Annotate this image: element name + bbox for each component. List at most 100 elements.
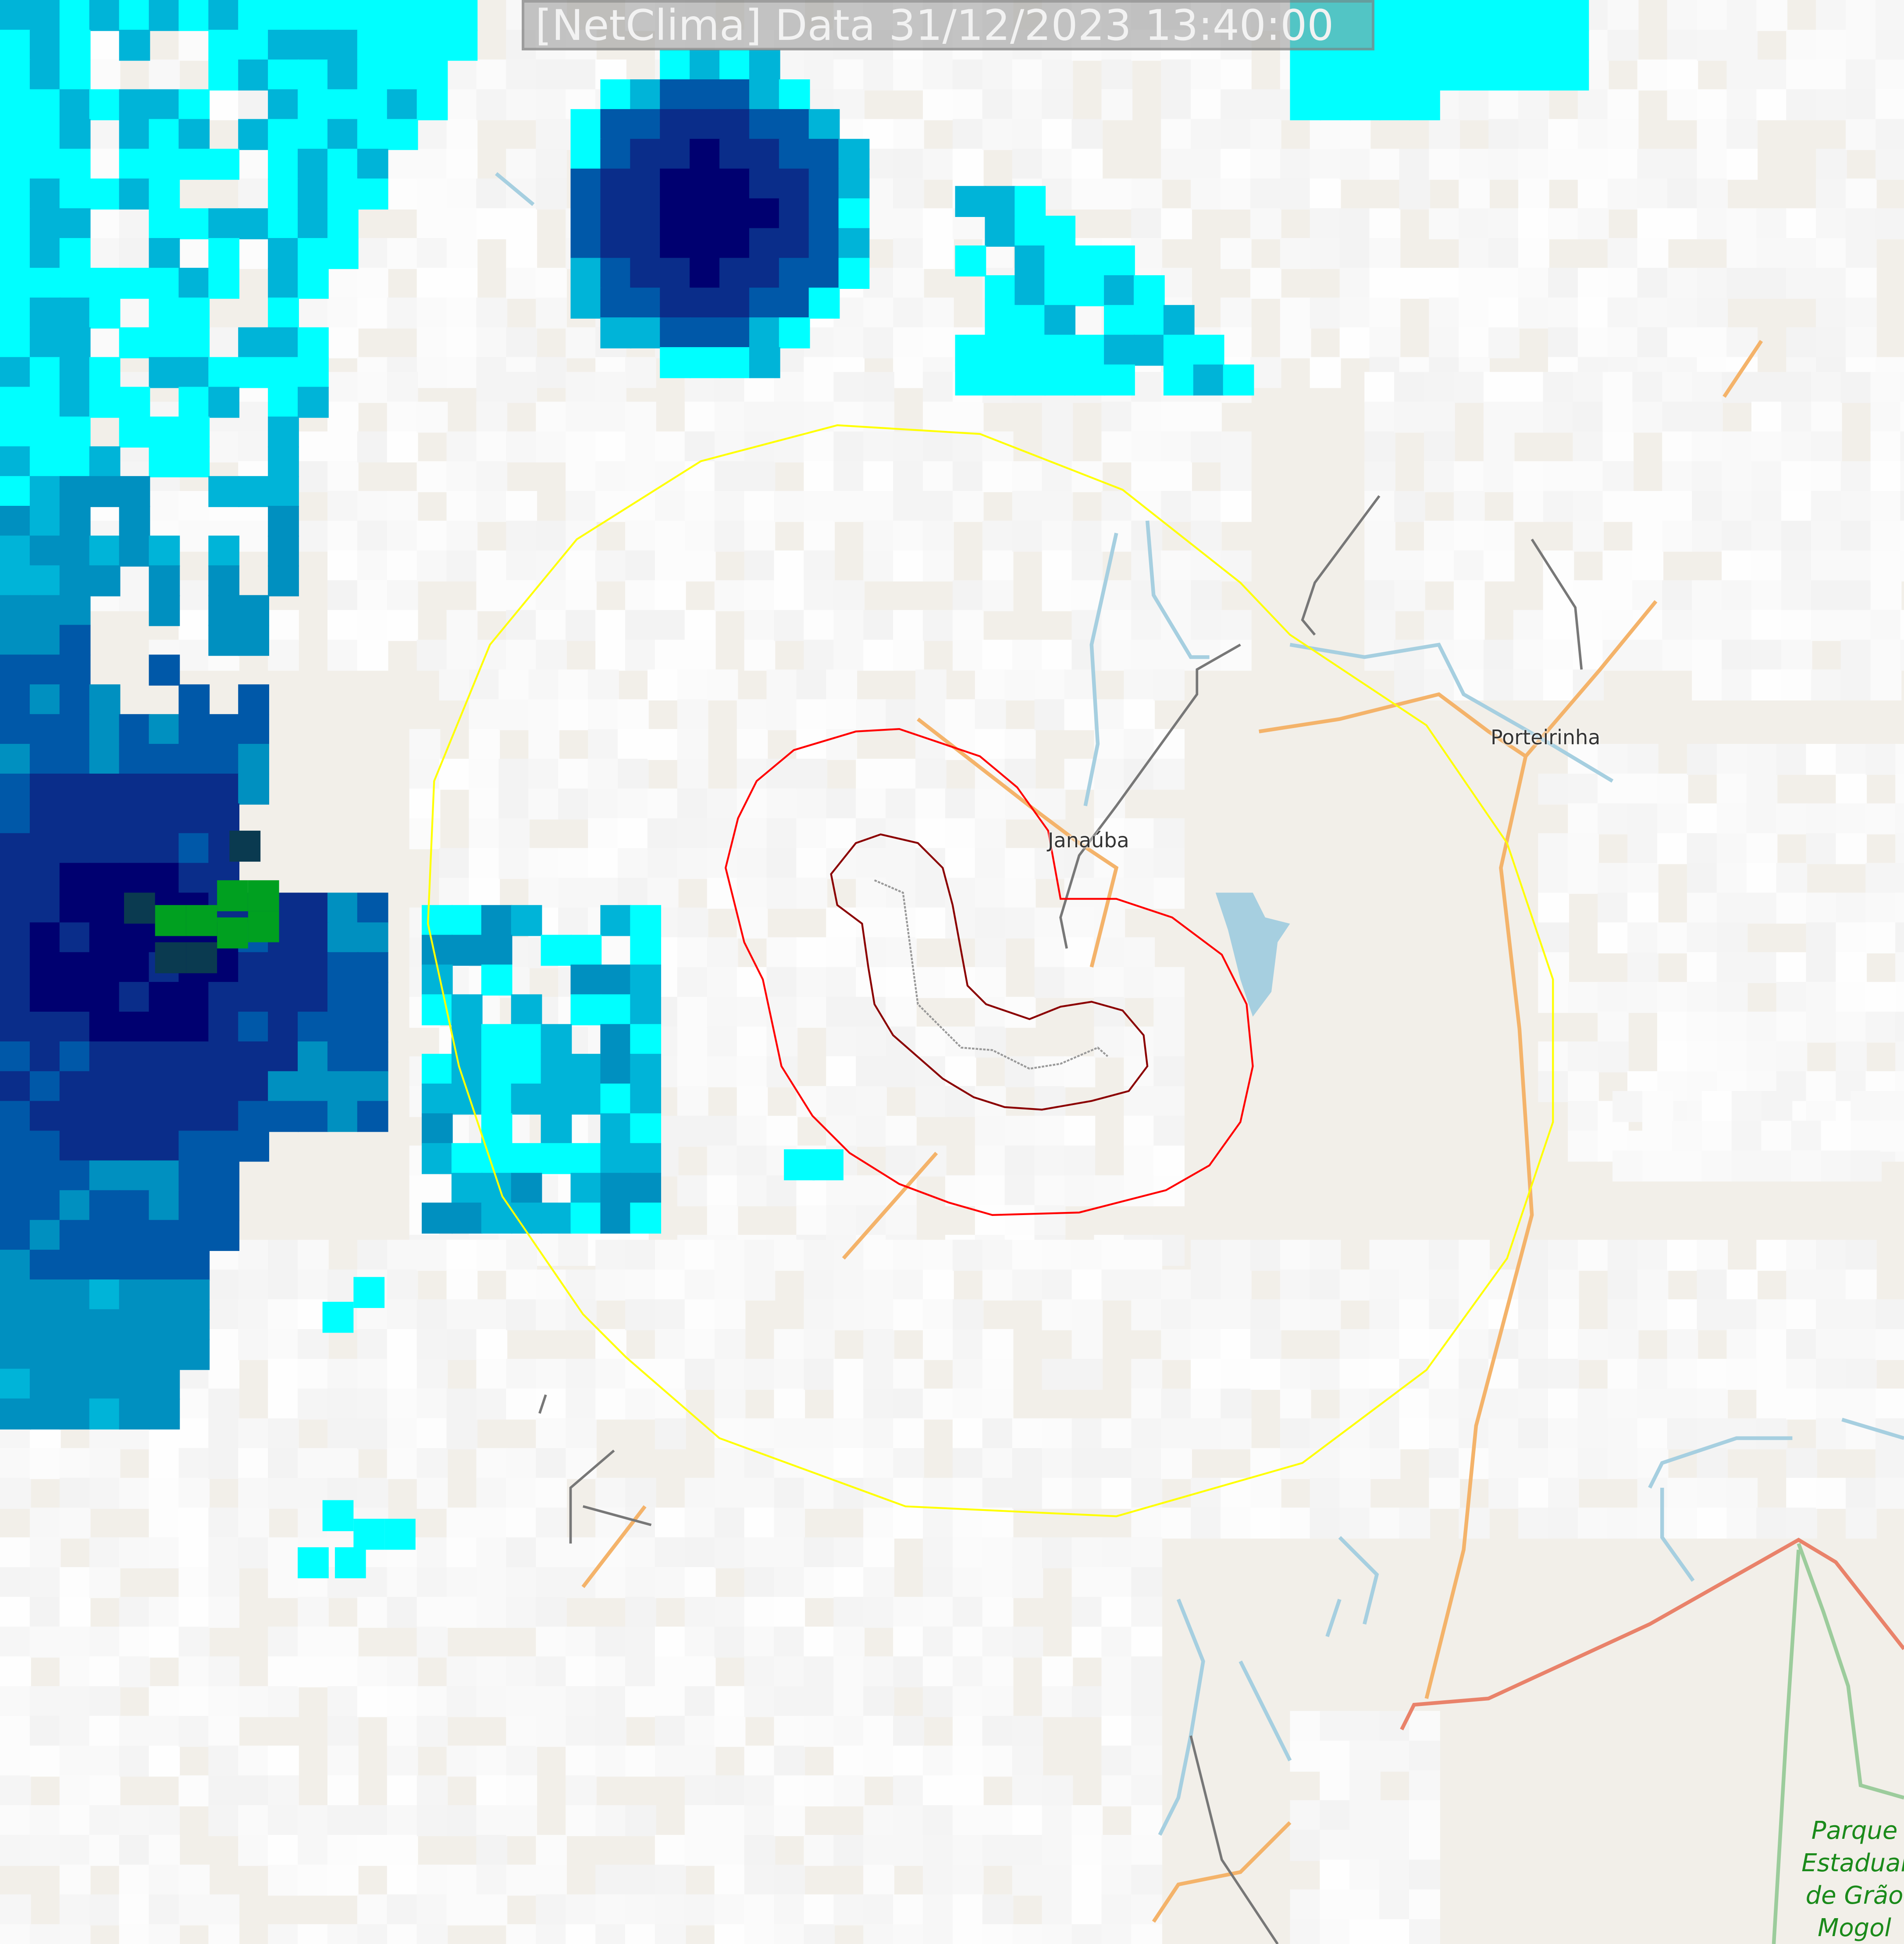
radar-cell <box>690 79 721 110</box>
cloud-cell <box>89 1537 121 1568</box>
radar-cell <box>784 1149 815 1180</box>
cloud-cell <box>1071 1269 1103 1301</box>
cloud-cell <box>923 1835 954 1866</box>
cloud-cell <box>1012 1240 1043 1271</box>
cloud-cell <box>1598 1041 1629 1073</box>
radar-cell <box>600 1143 632 1174</box>
cloud-cell <box>476 1537 508 1568</box>
cloud-cell <box>1632 491 1664 522</box>
cloud-cell <box>655 1656 686 1688</box>
cloud-cell <box>804 640 835 671</box>
cloud-cell <box>863 1864 894 1896</box>
cloud-cell <box>1280 1507 1311 1539</box>
cloud-cell <box>1816 297 1847 329</box>
cloud-cell <box>1687 1041 1718 1073</box>
cloud-cell <box>357 238 388 269</box>
cloud-cell <box>1786 1448 1817 1479</box>
cloud-cell <box>684 1745 716 1777</box>
cloud-cell <box>1697 29 1728 61</box>
cloud-cell <box>923 491 954 522</box>
cloud-cell <box>59 1507 91 1539</box>
cloud-cell <box>982 520 1014 552</box>
cloud-cell <box>952 1924 984 1944</box>
cloud-cell <box>714 1448 746 1479</box>
cloud-cell <box>766 1116 798 1147</box>
radar-cell <box>89 178 121 210</box>
radar-cell <box>357 982 388 1013</box>
cloud-cell <box>684 1358 716 1390</box>
radar-cell <box>248 911 279 942</box>
cloud-cell <box>0 1805 31 1836</box>
cloud-cell <box>684 1537 716 1568</box>
cloud-cell <box>1339 327 1371 359</box>
cloud-cell <box>387 1597 418 1628</box>
cloud-cell <box>0 1745 31 1777</box>
cloud-cell <box>982 1478 1014 1509</box>
radar-cell <box>59 744 91 775</box>
radar-cell <box>149 1309 180 1340</box>
radar-cell <box>119 744 150 775</box>
cloud-cell <box>29 1597 61 1628</box>
cloud-cell <box>1543 640 1574 671</box>
cloud-cell <box>1034 937 1066 969</box>
radar-cell <box>149 0 180 31</box>
cloud-cell <box>1101 640 1133 671</box>
cloud-cell <box>1071 1686 1103 1717</box>
cloud-cell <box>893 1418 924 1450</box>
cloud-cell <box>387 1269 418 1301</box>
cloud-cell <box>208 1418 240 1450</box>
cloud-cell <box>1012 1864 1043 1896</box>
cloud-cell <box>1042 178 1073 210</box>
cloud-cell <box>476 1240 508 1271</box>
cloud-cell <box>1726 1269 1758 1301</box>
radar-cell <box>268 89 299 121</box>
cloud-cell <box>1034 1056 1066 1088</box>
cloud-cell <box>416 1240 448 1271</box>
radar-cell <box>208 714 240 745</box>
cloud-cell <box>357 1240 388 1271</box>
cloud-cell <box>268 1358 299 1390</box>
cloud-cell <box>1153 997 1185 1028</box>
radar-cell <box>749 79 780 110</box>
radar-cell <box>779 139 810 170</box>
cloud-cell <box>1598 982 1629 1013</box>
cloud-cell <box>856 937 887 969</box>
cloud-cell <box>536 610 567 641</box>
cloud-cell <box>558 699 589 730</box>
cloud-cell <box>1602 431 1634 463</box>
cloud-cell <box>208 1358 240 1390</box>
radar-cell <box>208 1130 240 1162</box>
cloud-cell <box>1483 402 1515 433</box>
cloud-cell <box>1746 803 1778 835</box>
cloud-cell <box>178 1716 210 1747</box>
cloud-cell <box>89 29 121 61</box>
cloud-cell <box>1320 1741 1351 1772</box>
radar-cell <box>0 773 31 805</box>
cloud-cell <box>1840 461 1872 492</box>
cloud-cell <box>1101 1597 1133 1628</box>
cloud-cell <box>208 327 240 359</box>
cloud-cell <box>625 550 656 582</box>
cloud-cell <box>1004 1175 1036 1207</box>
radar-cell <box>119 1101 150 1132</box>
cloud-cell <box>1716 952 1748 983</box>
cloud-cell <box>677 788 708 820</box>
cloud-cell <box>677 669 708 701</box>
cloud-cell <box>1781 520 1812 552</box>
radar-cell <box>59 1101 91 1132</box>
cloud-cell <box>952 1656 984 1688</box>
cloud-cell <box>833 610 865 641</box>
radar-cell <box>1528 59 1559 91</box>
cloud-cell <box>1722 640 1753 671</box>
cloud-cell <box>923 1745 954 1777</box>
cloud-cell <box>208 1805 240 1836</box>
radar-cell <box>149 833 180 864</box>
cloud-cell <box>625 1537 656 1568</box>
cloud-cell <box>625 1805 656 1836</box>
cloud-cell <box>684 1626 716 1658</box>
cloud-cell <box>268 1924 299 1944</box>
cloud-cell <box>469 818 500 849</box>
cloud-cell <box>357 431 388 463</box>
